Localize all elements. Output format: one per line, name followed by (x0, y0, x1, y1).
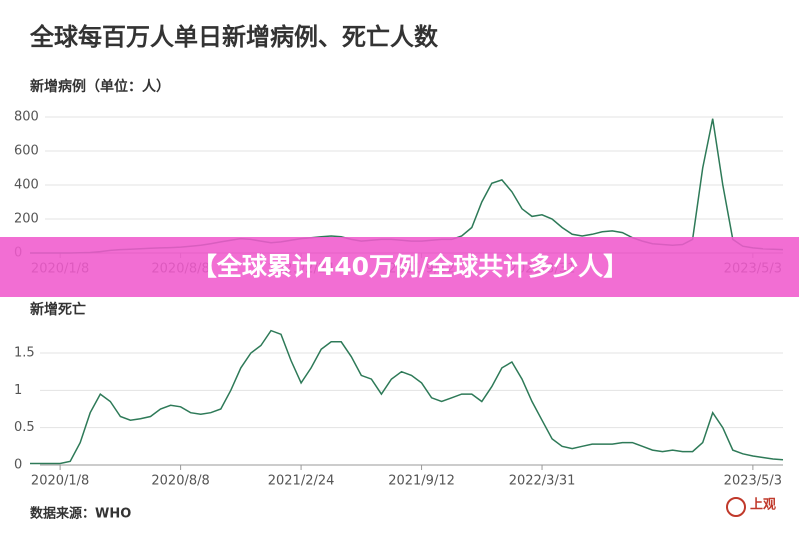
y-tick-label: 800 (14, 110, 39, 125)
chart-title: 新增死亡 (30, 301, 86, 318)
y-tick-label: 600 (14, 144, 39, 159)
x-tick-label: 2020/1/8 (31, 474, 89, 489)
x-tick-label: 2021/9/12 (388, 474, 455, 489)
x-tick-label: 2022/3/31 (509, 474, 576, 489)
logo-icon (726, 497, 746, 517)
y-tick-label: 1 (14, 383, 22, 398)
x-tick-label: 2023/5/3 (724, 474, 782, 489)
logo: 上观 (750, 498, 776, 513)
x-tick-label: 2021/2/24 (268, 474, 335, 489)
y-tick-label: 1.5 (14, 346, 35, 361)
y-tick-label: 0 (14, 458, 22, 473)
data-line (30, 329, 784, 465)
page-title: 全球每百万人单日新增病例、死亡人数 (29, 23, 439, 51)
y-tick-label: 200 (14, 212, 39, 227)
source: 数据来源：WHO (30, 506, 131, 522)
chart-title: 新增病例（单位：人） (30, 78, 170, 95)
banner-text: 【全球累计440万例/全球共计多少人】 (192, 252, 628, 281)
y-tick-label: 400 (14, 178, 39, 193)
x-tick-label: 2020/8/8 (151, 474, 209, 489)
y-tick-label: 0.5 (14, 420, 35, 435)
banner-bg (0, 237, 799, 297)
